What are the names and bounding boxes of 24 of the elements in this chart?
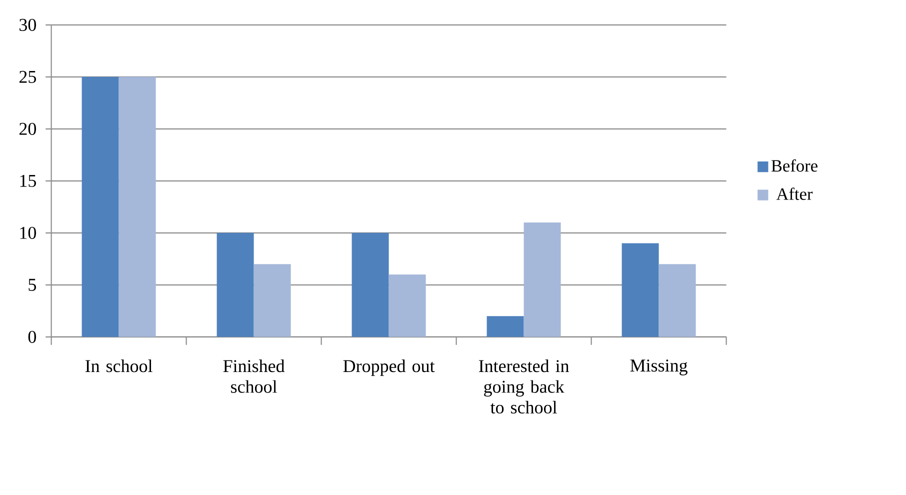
y-tick-label: 5	[28, 278, 36, 291]
bar	[216, 232, 254, 337]
bar	[82, 76, 119, 337]
y-tick-label: 0	[28, 330, 36, 343]
bar	[352, 232, 389, 337]
y-tick-label: 15	[20, 174, 36, 187]
y-tick-label: 25	[19, 70, 36, 83]
legend-label: Before	[771, 159, 818, 172]
x-tick-label: Dropped out	[343, 360, 435, 376]
bar	[486, 316, 524, 337]
legend-label: After	[776, 188, 813, 200]
bar	[524, 222, 561, 337]
y-tick-label: 30	[20, 18, 36, 31]
bar	[118, 76, 156, 337]
x-tick-label: Finished school	[223, 360, 285, 393]
y-tick-label: 10	[20, 226, 36, 239]
x-tick-label: In school	[85, 360, 152, 372]
x-tick-label: Interested in going back to school	[478, 360, 570, 414]
bar	[254, 264, 291, 337]
bar	[622, 243, 659, 337]
bar	[658, 264, 696, 337]
bar	[388, 274, 426, 337]
y-tick-label: 20	[19, 122, 36, 135]
x-tick-label: Missing	[630, 360, 688, 376]
